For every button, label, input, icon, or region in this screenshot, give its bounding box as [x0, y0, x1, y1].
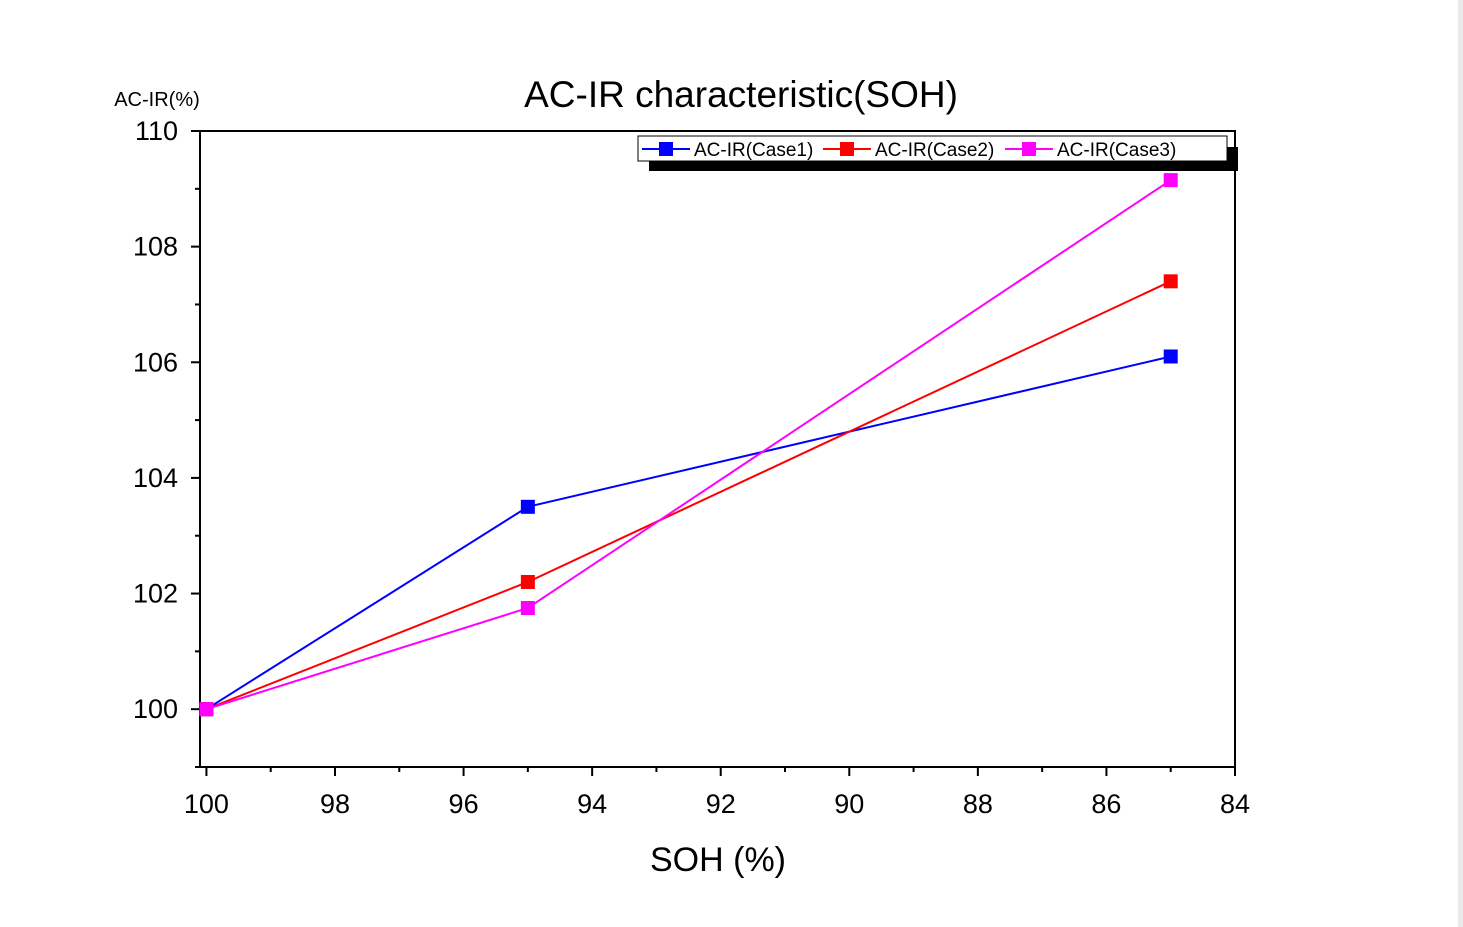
legend-marker-case2 [840, 142, 854, 156]
y-tick-label: 100 [133, 694, 178, 724]
x-tick-label: 92 [706, 789, 736, 819]
x-tick-label: 100 [184, 789, 229, 819]
plot-frame [199, 130, 1236, 768]
window-edge [1458, 0, 1463, 927]
legend: AC-IR(Case1) AC-IR(Case2) AC-IR(Case3) [637, 135, 1238, 171]
data-point-case3 [199, 702, 214, 717]
y-tick-label: 104 [133, 463, 178, 493]
legend-box [637, 135, 1228, 162]
y-tick-label: 102 [133, 579, 178, 609]
data-point-case2 [1163, 274, 1178, 289]
x-tick-label: 96 [449, 789, 479, 819]
legend-label-case2: AC-IR(Case2) [875, 140, 994, 161]
legend-marker-case3 [1022, 142, 1036, 156]
series-line-case2 [206, 280, 1172, 711]
data-point-case3 [1163, 173, 1178, 188]
x-axis-ticks: 100 98 96 94 92 90 88 86 84 [184, 767, 1250, 819]
y-axis-ticks: 100 102 104 106 108 110 [133, 116, 200, 768]
x-tick-label: 98 [320, 789, 350, 819]
legend-marker-case1 [659, 142, 673, 156]
chart-title: AC-IR characteristic(SOH) [524, 74, 958, 115]
series-layer [199, 173, 1178, 717]
x-tick-label: 84 [1220, 789, 1250, 819]
legend-items: AC-IR(Case1) AC-IR(Case2) AC-IR(Case3) [642, 140, 1176, 161]
legend-label-case1: AC-IR(Case1) [694, 140, 813, 161]
data-point-case2 [520, 574, 535, 589]
x-tick-label: 86 [1091, 789, 1121, 819]
series-line-case1 [205, 355, 1171, 711]
x-tick-label: 94 [577, 789, 607, 819]
legend-label-case3: AC-IR(Case3) [1057, 140, 1176, 161]
x-axis-label: SOH (%) [650, 841, 786, 879]
y-tick-label: 110 [135, 116, 178, 146]
data-point-case1 [1163, 349, 1178, 364]
y-axis-label: AC-IR(%) [114, 89, 200, 111]
series-line-case3 [206, 179, 1172, 711]
data-point-case1 [520, 499, 535, 514]
data-point-case3 [520, 601, 535, 615]
x-tick-label: 88 [963, 789, 993, 819]
y-tick-label: 106 [133, 347, 178, 377]
x-tick-label: 90 [834, 789, 864, 819]
y-tick-label: 108 [133, 232, 178, 262]
